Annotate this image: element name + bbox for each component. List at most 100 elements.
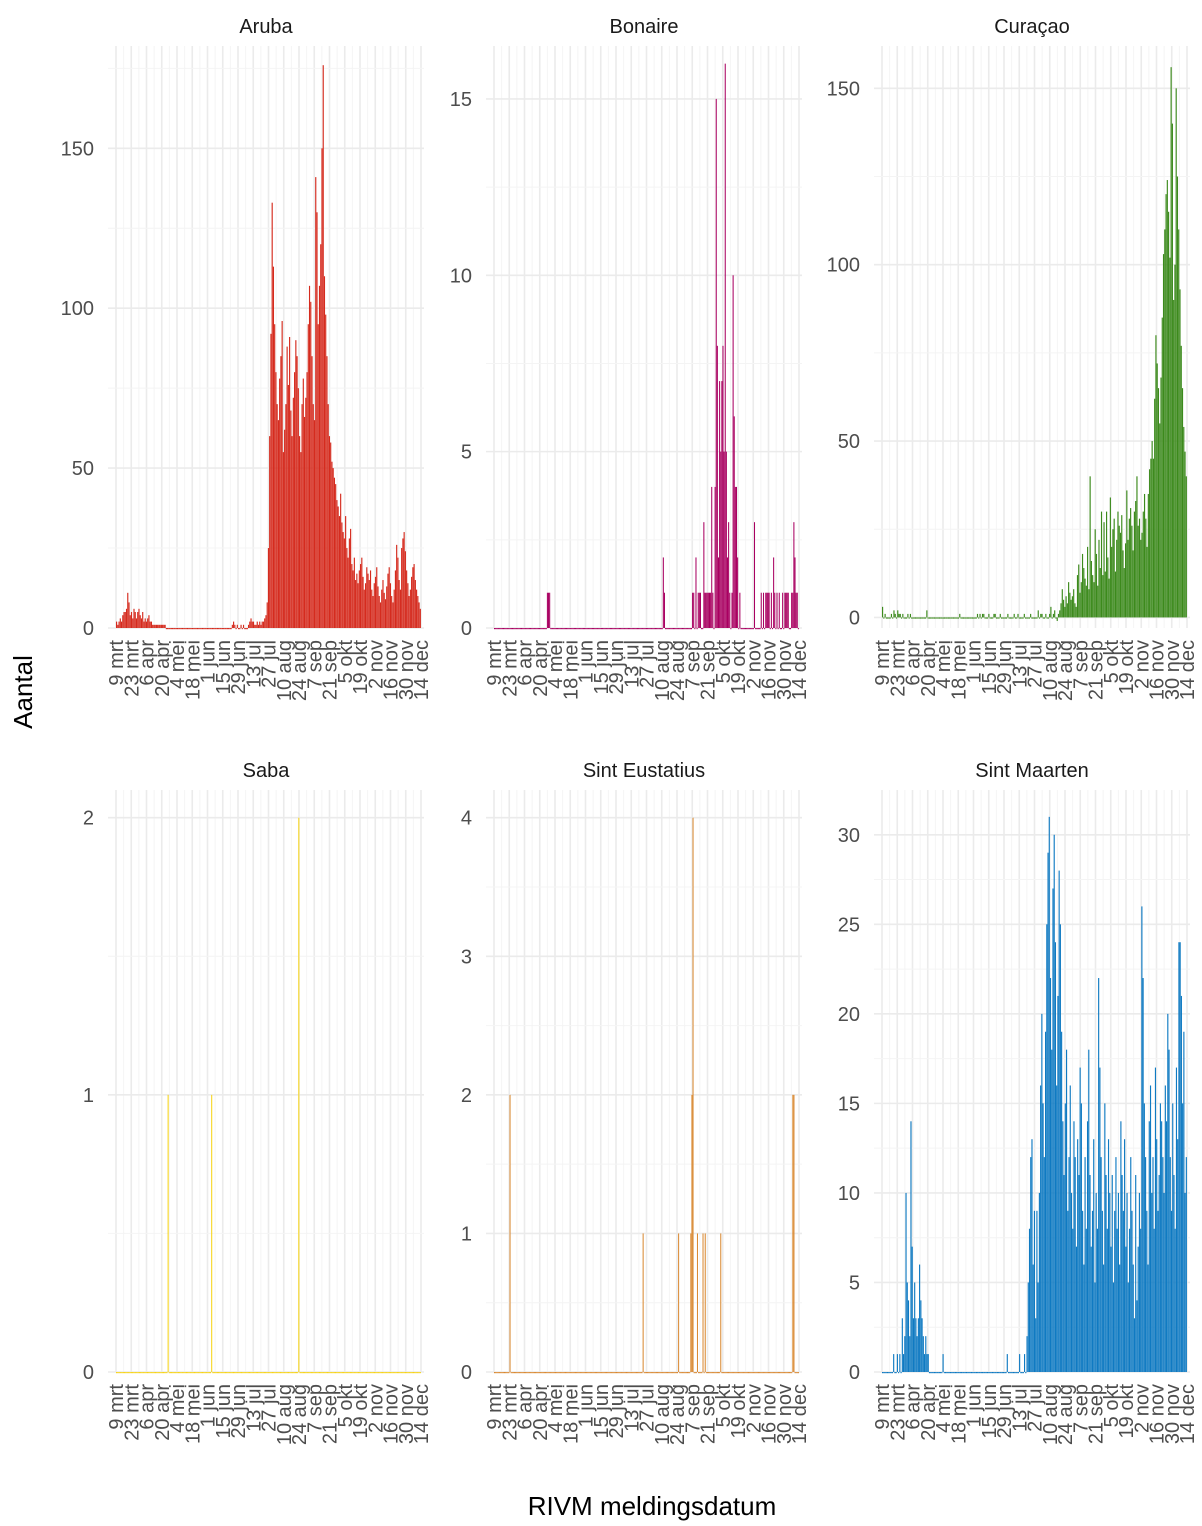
bar	[596, 1372, 598, 1374]
y-tick-label: 5	[849, 1272, 860, 1294]
bar	[1054, 942, 1057, 1372]
bar	[180, 1372, 182, 1374]
bar	[590, 1372, 592, 1374]
bar	[916, 1336, 918, 1372]
bar	[900, 617, 903, 619]
bar	[294, 372, 296, 628]
bar	[147, 618, 149, 628]
bar	[654, 628, 656, 630]
bar	[559, 628, 561, 630]
x-tick-label: 15 jun	[979, 1384, 1001, 1439]
bar	[551, 1372, 553, 1374]
bar	[933, 617, 936, 619]
bar	[927, 617, 929, 619]
bar	[552, 628, 554, 630]
bar	[1145, 518, 1147, 618]
bar	[951, 1372, 953, 1374]
bar	[670, 628, 672, 630]
bar	[1074, 1157, 1076, 1372]
bar	[301, 404, 303, 628]
x-tick-label: 2 nov	[365, 1384, 387, 1433]
bar	[332, 1372, 334, 1374]
bar	[1022, 617, 1024, 619]
bar	[145, 1372, 147, 1374]
bar	[193, 628, 195, 630]
bar	[553, 628, 555, 630]
bar	[651, 628, 653, 630]
bar	[643, 628, 645, 630]
bar	[634, 1372, 636, 1374]
bar	[756, 1372, 758, 1374]
bar	[594, 1372, 596, 1374]
facet-title: Sint Eustatius	[583, 760, 705, 782]
bar	[1117, 511, 1119, 618]
bar	[753, 522, 756, 628]
bar	[210, 1372, 212, 1374]
bar	[1168, 1049, 1170, 1372]
bar	[1156, 363, 1158, 618]
bar	[165, 1372, 167, 1374]
bar	[390, 1372, 392, 1374]
bar	[548, 1372, 550, 1374]
bar	[608, 1372, 610, 1374]
bar	[1168, 211, 1170, 618]
bar	[213, 1372, 215, 1374]
bar	[335, 1372, 337, 1374]
bar	[243, 1372, 245, 1374]
bar	[381, 589, 383, 628]
bar	[125, 608, 128, 628]
bar	[578, 1372, 580, 1374]
bar	[600, 628, 602, 630]
bar	[1041, 1013, 1043, 1372]
bar	[902, 613, 904, 618]
x-tick-label: 23 mrt	[499, 1384, 521, 1441]
bar	[161, 1372, 163, 1374]
bar	[167, 628, 169, 630]
bar	[324, 1372, 326, 1374]
bar	[1104, 571, 1106, 618]
bar	[412, 567, 414, 628]
bar	[183, 1372, 185, 1374]
y-tick-label: 15	[450, 89, 472, 111]
x-tick-label: 4 mei	[167, 640, 189, 689]
bar	[1179, 289, 1181, 618]
bar	[931, 1372, 933, 1374]
bar	[650, 1372, 652, 1374]
bar	[315, 177, 317, 629]
bar	[505, 1372, 507, 1374]
bar	[582, 1372, 584, 1374]
bar	[663, 592, 665, 628]
facet-title: Curaçao	[994, 16, 1070, 38]
bar	[152, 624, 154, 628]
bar	[1004, 1372, 1006, 1374]
bar	[950, 617, 952, 619]
bar	[639, 628, 641, 630]
bar	[146, 1372, 149, 1374]
bar	[925, 1336, 927, 1372]
bar	[1021, 1372, 1023, 1374]
bar	[298, 817, 300, 1372]
bar	[497, 1372, 499, 1374]
bar	[1046, 617, 1048, 619]
bar	[188, 1372, 190, 1374]
bar	[991, 1372, 994, 1374]
bar	[729, 592, 731, 628]
bar	[730, 1372, 732, 1374]
bar	[904, 1336, 906, 1372]
bar	[902, 1354, 905, 1372]
bar	[1003, 617, 1005, 619]
bar	[201, 628, 204, 630]
bar	[740, 1372, 742, 1374]
bar	[1114, 1210, 1116, 1372]
bar	[1136, 476, 1138, 618]
bar	[583, 1372, 585, 1374]
bar	[720, 1233, 722, 1372]
bar	[1135, 501, 1137, 618]
bar	[158, 1372, 160, 1374]
bar	[327, 404, 329, 628]
bar	[996, 1372, 998, 1374]
x-tick-label: 7 sep	[1070, 640, 1092, 689]
bar	[911, 617, 913, 619]
bar	[906, 617, 908, 619]
